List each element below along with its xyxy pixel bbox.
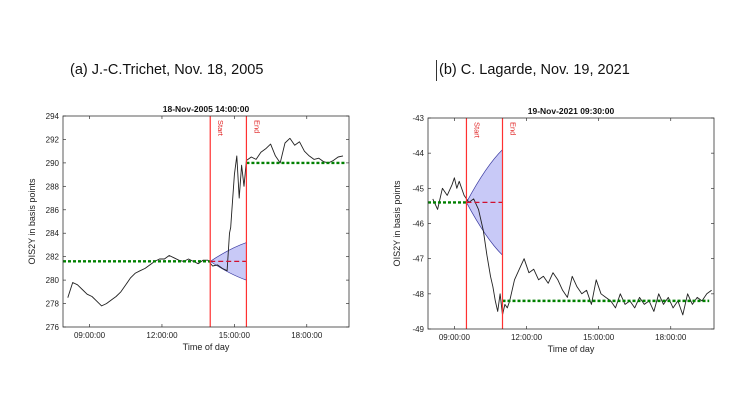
x-tick-label: 15:00:00 bbox=[219, 331, 251, 340]
chart-title: 19-Nov-2021 09:30:00 bbox=[528, 106, 615, 116]
y-tick-label: 294 bbox=[46, 112, 60, 121]
event-end-label: End bbox=[252, 120, 261, 133]
y-tick-label: -44 bbox=[412, 149, 424, 158]
x-tick-label: 09:00:00 bbox=[74, 331, 106, 340]
plot-frame bbox=[427, 117, 715, 330]
y-tick-label: -47 bbox=[412, 255, 424, 264]
event-start-label: Start bbox=[472, 122, 481, 139]
y-tick-label: 276 bbox=[46, 323, 60, 332]
x-axis-label: Time of day bbox=[548, 344, 595, 354]
y-tick-label: 284 bbox=[46, 229, 60, 238]
chart-b: Start End -49 -48 -47 -46 -45 -44 -43 09:00:00 12:… bbox=[392, 106, 715, 354]
x-tick-label: 18:00:00 bbox=[655, 333, 687, 342]
x-tick-label: 18:00:00 bbox=[291, 331, 323, 340]
y-tick-label: -49 bbox=[412, 325, 424, 334]
chart-title: 18-Nov-2005 14:00:00 bbox=[163, 104, 250, 114]
y-tick-label: 282 bbox=[46, 253, 60, 262]
x-tick-label: 12:00:00 bbox=[146, 331, 178, 340]
x-tick-label: 09:00:00 bbox=[439, 333, 471, 342]
y-axis-label: OIS2Y in basis points bbox=[27, 178, 37, 264]
event-end-label: End bbox=[509, 122, 518, 135]
y-tick-label: 292 bbox=[46, 135, 60, 144]
y-axis-label: OIS2Y in basis points bbox=[392, 180, 402, 266]
price-series-line bbox=[432, 177, 712, 316]
y-tick-label: 288 bbox=[46, 182, 60, 191]
chart-a: Start End 276 278 280 282 284 286 288 290 292 294 09… bbox=[27, 104, 350, 352]
y-tick-label: -46 bbox=[412, 220, 424, 229]
panel-b-caption: (b) C. Lagarde, Nov. 19, 2021 bbox=[439, 62, 630, 78]
caption-divider bbox=[436, 60, 437, 81]
plot-frame bbox=[62, 115, 350, 328]
y-tick-label: -45 bbox=[412, 184, 424, 193]
y-tick-label: 290 bbox=[46, 159, 60, 168]
price-series-line bbox=[67, 137, 344, 307]
x-axis-label: Time of day bbox=[183, 342, 230, 352]
x-tick-label: 12:00:00 bbox=[511, 333, 543, 342]
event-start-label: Start bbox=[216, 120, 225, 137]
y-tick-label: 280 bbox=[46, 276, 60, 285]
y-tick-label: -48 bbox=[412, 290, 424, 299]
y-tick-label: -43 bbox=[412, 114, 424, 123]
y-tick-label: 278 bbox=[46, 300, 60, 309]
panel-a-caption: (a) J.-C.Trichet, Nov. 18, 2005 bbox=[70, 62, 264, 78]
y-tick-label: 286 bbox=[46, 206, 60, 215]
x-tick-label: 15:00:00 bbox=[583, 333, 615, 342]
